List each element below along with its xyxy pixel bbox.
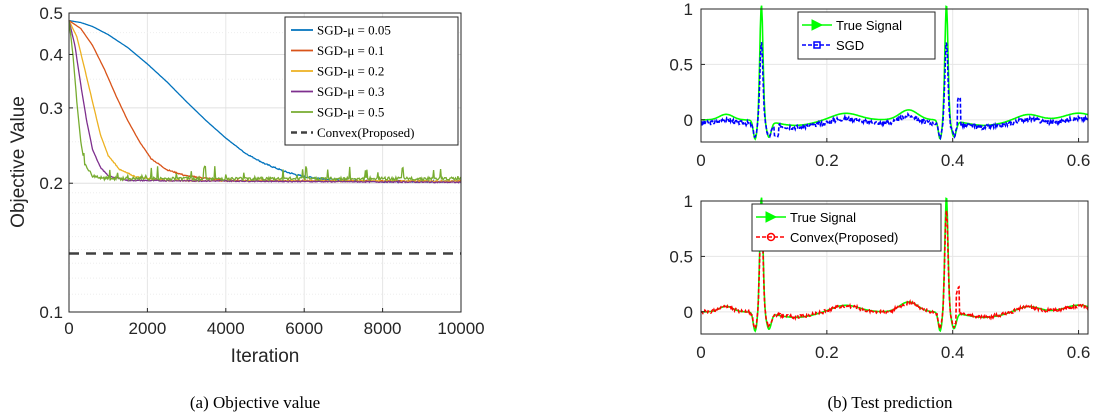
right-x-tick-label: 0.2	[815, 343, 839, 362]
right-x-tick-label: 0.4	[941, 151, 965, 170]
left-series-line-4	[68, 20, 462, 183]
right-y-tick-label: 0.5	[669, 247, 693, 266]
right-legend-label: True Signal	[836, 18, 902, 33]
right-plot-frame	[700, 200, 1089, 335]
left-x-tick-label: 10000	[437, 319, 484, 338]
prediction-line	[700, 42, 1089, 141]
right-x-tick-label: 0.6	[1067, 343, 1091, 362]
left-y-tick-label: 0.1	[39, 303, 63, 322]
left-x-ticks: 0 2000 4000 6000 8000 10000	[64, 308, 485, 338]
circle-marker-icon	[766, 232, 776, 242]
left-x-axis-label: Iteration	[231, 346, 300, 367]
left-legend-label: SGD-μ = 0.2	[317, 64, 384, 79]
left-x-tick-label: 0	[64, 319, 73, 338]
right-legend-box	[797, 11, 936, 60]
objective-value-chart: 0 2000 4000 6000 8000 10000 0.1 0.2 0.3 0.4 0.5 I…	[8, 4, 485, 412]
test-prediction-chart: 0 0.2 0.4 0.6 0 0.5 1 True Signal SGD 0 0.2 0.4 0.6…	[669, 0, 1090, 412]
right-caption: (b) Test prediction	[827, 393, 953, 412]
right-legend-label: SGD	[836, 38, 864, 53]
triangle-marker-icon	[765, 211, 778, 223]
left-caption: (a) Objective value	[190, 393, 320, 412]
right-x-tick-label: 0	[696, 151, 705, 170]
right-y-tick-label: 0	[684, 111, 693, 130]
left-x-tick-label: 6000	[285, 319, 323, 338]
right-y-tick-label: 1	[684, 192, 693, 211]
left-y-tick-label: 0.2	[39, 174, 63, 193]
left-plot-frame	[68, 12, 462, 313]
left-legend-label: Convex(Proposed)	[317, 125, 415, 140]
right-x-tick-label: 0	[696, 343, 705, 362]
right-plot-frame	[700, 8, 1089, 143]
left-y-ticks: 0.1 0.2 0.3 0.4 0.5	[39, 4, 73, 322]
left-y-tick-label: 0.3	[39, 99, 63, 118]
right-x-tick-label: 0.4	[941, 343, 965, 362]
right-x-tick-label: 0.6	[1067, 151, 1091, 170]
right-legend-label: True Signal	[790, 210, 856, 225]
left-legend-box	[284, 16, 459, 146]
right-y-tick-label: 0.5	[669, 55, 693, 74]
right-legend-box	[751, 203, 942, 252]
left-legend-label: SGD-μ = 0.05	[317, 23, 391, 38]
left-series-line-3	[68, 20, 462, 184]
right-legend-label: Convex(Proposed)	[790, 230, 898, 245]
left-legend-label: SGD-μ = 0.1	[317, 43, 384, 58]
prediction-line	[700, 210, 1089, 332]
right-y-tick-label: 1	[684, 0, 693, 19]
convex-prediction-panel: 0 0.2 0.4 0.6 0 0.5 1 True Signal Convex(Propose…	[669, 192, 1090, 362]
left-x-tick-label: 8000	[364, 319, 402, 338]
left-y-tick-label: 0.5	[39, 4, 63, 23]
sgd-prediction-panel: 0 0.2 0.4 0.6 0 0.5 1 True Signal SGD	[669, 0, 1090, 170]
left-legend: SGD-μ = 0.05 SGD-μ = 0.1 SGD-μ = 0.2 SGD-μ …	[284, 16, 459, 146]
left-y-axis-label: Objective Value	[8, 96, 29, 228]
right-y-tick-label: 0	[684, 303, 693, 322]
left-legend-label: SGD-μ = 0.3	[317, 84, 384, 99]
left-y-tick-label: 0.4	[39, 45, 63, 64]
triangle-marker-icon	[811, 19, 824, 31]
left-legend-label: SGD-μ = 0.5	[317, 105, 384, 120]
left-x-tick-label: 2000	[128, 319, 166, 338]
left-x-tick-label: 4000	[207, 319, 245, 338]
square-marker-icon	[813, 41, 821, 49]
left-series-group	[68, 19, 462, 255]
right-x-tick-label: 0.2	[815, 151, 839, 170]
